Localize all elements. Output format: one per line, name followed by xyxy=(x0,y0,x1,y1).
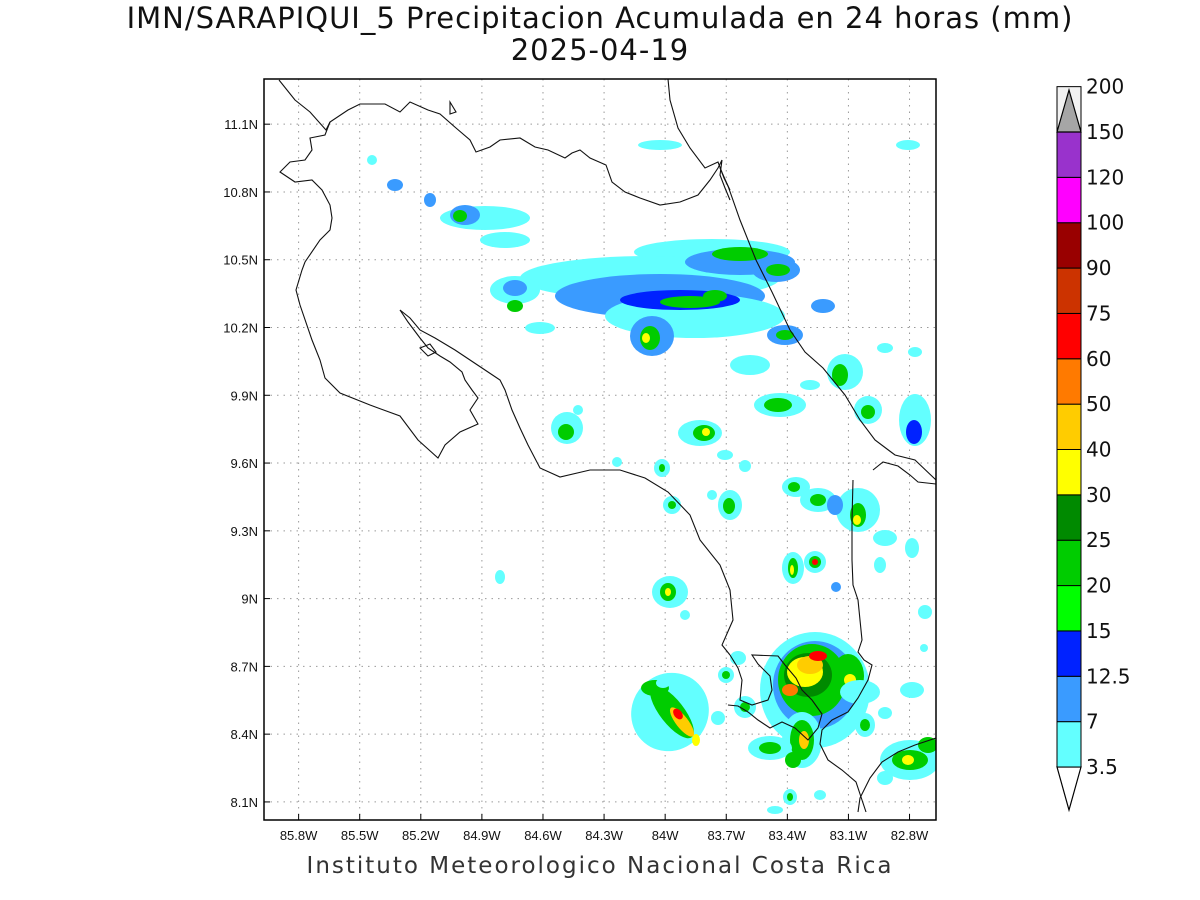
precip-golfo-dulce-band xyxy=(631,672,709,752)
y-tick-label: 8.7N xyxy=(231,659,258,674)
colorbar-label: 90 xyxy=(1086,256,1111,280)
map-title: IMN/SARAPIQUI_5 Precipitacion Acumulada … xyxy=(0,2,1200,66)
colorbar-label: 50 xyxy=(1086,392,1111,416)
colorbar-swatch xyxy=(1056,131,1082,178)
colorbar-lower-arrow xyxy=(1056,766,1082,813)
x-tick-label: 84.3W xyxy=(585,828,623,843)
footer-credit: Instituto Meteorologico Nacional Costa R… xyxy=(306,853,894,879)
precipitation-field xyxy=(367,140,936,814)
colorbar-label: 3.5 xyxy=(1086,755,1118,779)
x-tick-label: 84.9W xyxy=(463,828,501,843)
colorbar-swatch xyxy=(1056,312,1082,360)
y-tick-label: 10.5N xyxy=(223,253,258,268)
precip-caribbean-cells xyxy=(754,343,931,446)
y-tick-label: 9.3N xyxy=(231,524,258,539)
colorbar-swatch xyxy=(1056,222,1082,269)
title-line-1: IMN/SARAPIQUI_5 Precipitacion Acumulada … xyxy=(126,1,1074,35)
x-tick-label: 85.2W xyxy=(402,828,440,843)
colorbar-swatch xyxy=(1056,585,1082,632)
colorbar-label: 25 xyxy=(1086,528,1111,552)
precip-osa-cells xyxy=(711,632,936,814)
colorbar-label: 200 xyxy=(1086,75,1124,99)
precip-southern-cells xyxy=(652,477,932,652)
colorbar-label: 20 xyxy=(1086,574,1111,598)
colorbar-swatch xyxy=(1056,267,1082,314)
nicoya-gulf-coast xyxy=(399,309,734,656)
colorbar-label: 120 xyxy=(1086,165,1124,189)
title-line-2: 2025-04-19 xyxy=(510,33,690,67)
colorbar-swatch xyxy=(1056,358,1082,405)
colorbar-label: 60 xyxy=(1086,347,1111,371)
precip-central-cells xyxy=(495,405,751,584)
osa-peninsula-coast xyxy=(727,654,823,741)
chira-island xyxy=(419,343,437,357)
longitude-ticks: 85.8W 85.5W 85.2W 84.9W 84.6W 84.3W 84W 83.7W 83… xyxy=(280,814,929,843)
pacific-northwest-coast xyxy=(279,121,479,459)
colorbar-swatch xyxy=(1056,675,1082,723)
colorbar-label: 100 xyxy=(1086,211,1124,235)
x-tick-label: 82.8W xyxy=(891,828,929,843)
colorbar-swatch xyxy=(1056,449,1082,496)
x-tick-label: 84W xyxy=(652,828,679,843)
y-tick-label: 10.2N xyxy=(223,321,258,336)
precip-northern-band xyxy=(367,140,920,375)
y-tick-label: 8.4N xyxy=(231,727,258,742)
colorbar-swatch xyxy=(1056,539,1082,587)
y-tick-label: 8.1N xyxy=(231,795,258,810)
colorbar-label: 30 xyxy=(1086,483,1111,507)
small-lake-island xyxy=(449,100,457,115)
y-tick-label: 11.1N xyxy=(224,117,258,132)
x-tick-label: 83.7W xyxy=(707,828,745,843)
colorbar-swatch xyxy=(1056,721,1082,768)
x-tick-label: 85.8W xyxy=(280,828,318,843)
colorbar-label: 7 xyxy=(1086,710,1099,734)
colorbar-label: 150 xyxy=(1086,120,1124,144)
colorbar-label: 40 xyxy=(1086,438,1111,462)
y-tick-label: 9.9N xyxy=(231,388,258,403)
nicaragua-border-line xyxy=(278,79,731,206)
colorbar: 3.5 7 12.5 15 20 25 30 40 50 60 75 90 100 120 150 200 xyxy=(1056,75,1131,813)
map-frame xyxy=(263,78,937,821)
colorbar-swatch xyxy=(1056,176,1082,224)
colorbar-label: 75 xyxy=(1086,301,1111,325)
caribbean-coast xyxy=(719,167,936,481)
y-tick-label: 10.8N xyxy=(223,185,258,200)
burica-coast xyxy=(857,737,936,813)
latitude-ticks: 11.1N 10.8N 10.5N 10.2N 9.9N 9.6N 9.3N 9N 8.7N 8.… xyxy=(223,117,270,810)
x-tick-label: 85.5W xyxy=(341,828,379,843)
x-tick-label: 83.4W xyxy=(769,828,807,843)
y-tick-label: 9.6N xyxy=(231,456,258,471)
panama-border xyxy=(819,461,936,813)
colorbar-upper-arrow xyxy=(1056,87,1082,133)
colorbar-swatch xyxy=(1056,494,1082,541)
coastlines-and-borders xyxy=(278,79,936,813)
colorbar-swatch xyxy=(1056,403,1082,450)
colorbar-label: 12.5 xyxy=(1086,664,1131,688)
y-tick-label: 9N xyxy=(241,592,258,607)
colorbar-label: 15 xyxy=(1086,619,1111,643)
x-tick-label: 83.1W xyxy=(830,828,868,843)
colorbar-swatch xyxy=(1056,630,1082,677)
x-tick-label: 84.6W xyxy=(524,828,562,843)
